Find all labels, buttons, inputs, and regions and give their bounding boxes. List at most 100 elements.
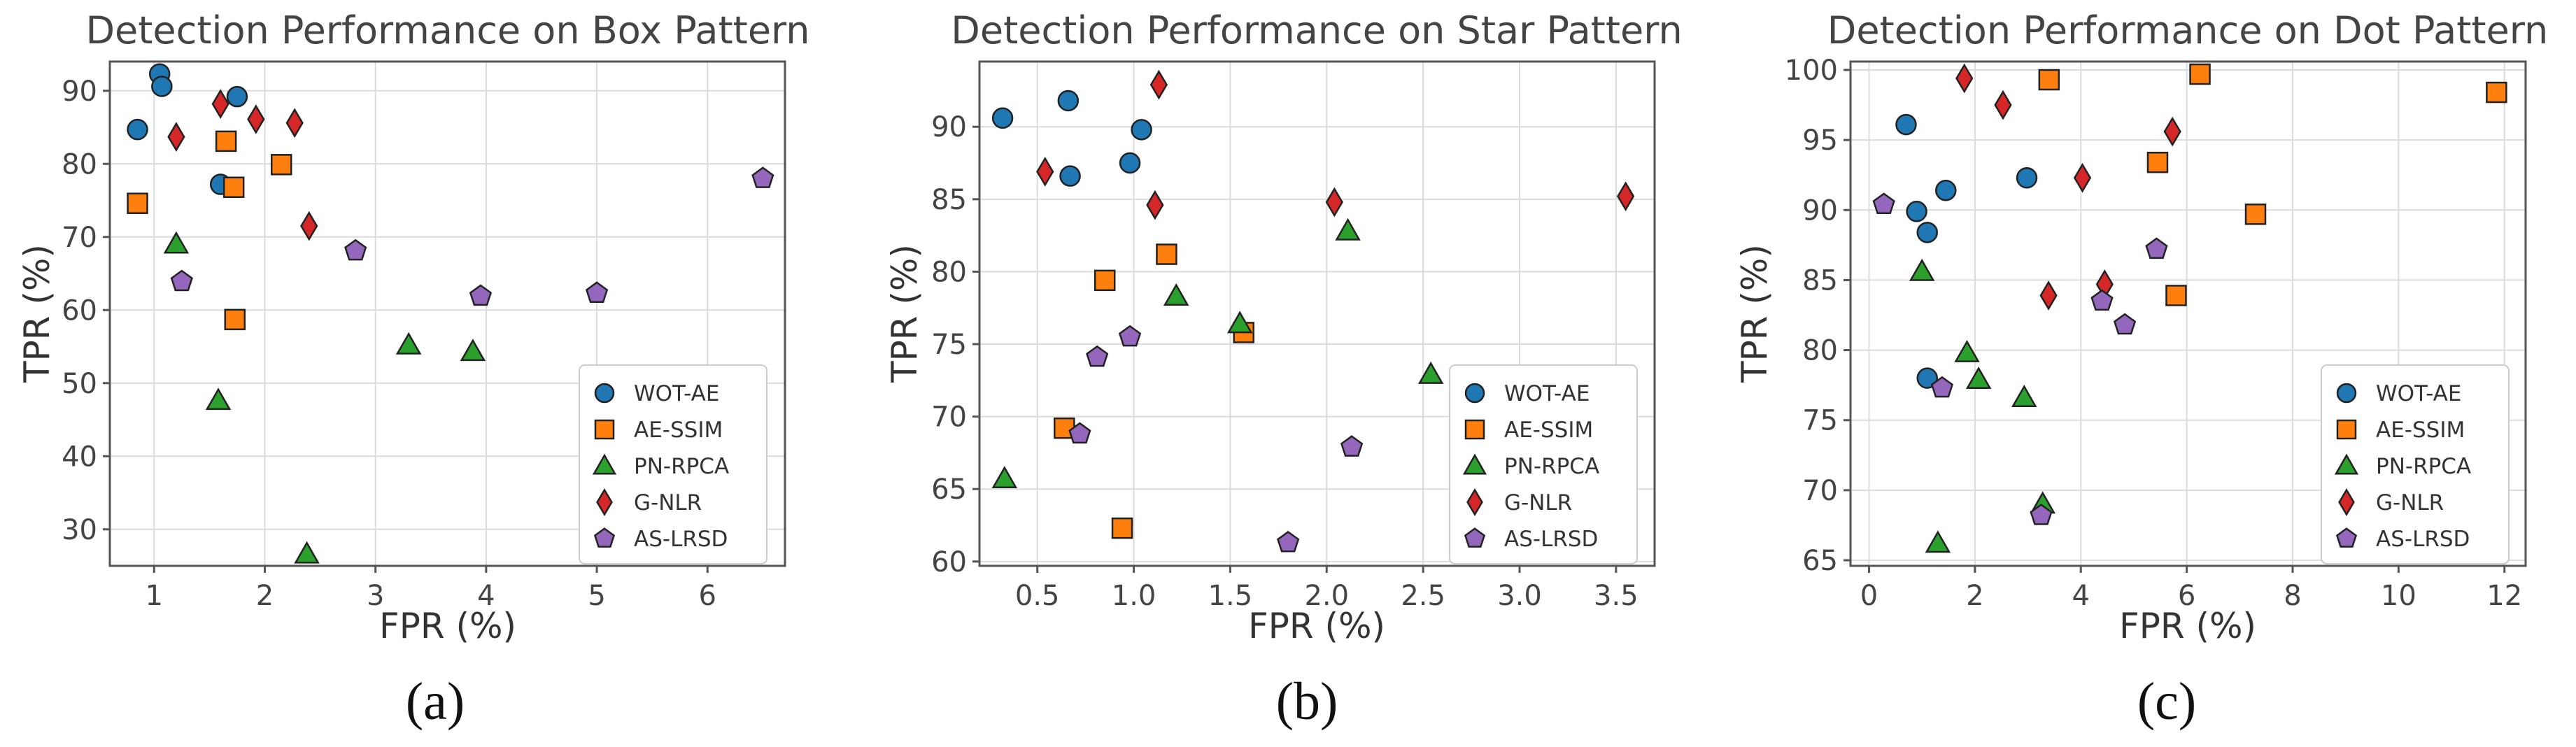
legend-box bbox=[1449, 364, 1638, 564]
data-point-ae-ssim bbox=[127, 192, 148, 214]
data-point-g-nlr bbox=[1325, 187, 1343, 218]
data-point-ae-ssim bbox=[222, 176, 245, 198]
data-point-ae-ssim bbox=[2146, 151, 2169, 173]
data-point-pn-rpca bbox=[991, 466, 1018, 489]
x-tick-label: 2.0 bbox=[1304, 580, 1349, 612]
x-tick-label: 2 bbox=[256, 580, 274, 612]
marks-a bbox=[127, 63, 774, 564]
data-point-wot-ae bbox=[1057, 90, 1080, 112]
data-point-ae-ssim bbox=[2486, 81, 2507, 104]
data-point-as-lrsd bbox=[1118, 325, 1142, 347]
y-tick-label: 75 bbox=[1802, 405, 1838, 437]
legend-c: WOT-AE AE-SSIM PN-RPCA G-NLR AS-LRSD bbox=[2321, 364, 2510, 564]
legend-label-as-lrsd: AS-LRSD bbox=[1504, 527, 1598, 552]
data-point-as-lrsd bbox=[2113, 313, 2137, 335]
data-point-ae-ssim bbox=[224, 308, 246, 331]
x-tick-label: 5 bbox=[588, 580, 605, 612]
caption-c: (c) bbox=[2137, 672, 2196, 731]
data-point-pn-rpca bbox=[460, 339, 486, 362]
x-tick-label: 2.5 bbox=[1401, 580, 1445, 612]
x-tick-label: 12 bbox=[2486, 580, 2522, 612]
legend-marker-ae-ssim bbox=[2336, 419, 2357, 440]
y-tick-label: 85 bbox=[1802, 264, 1838, 297]
x-tick-label: 1.5 bbox=[1208, 580, 1253, 612]
data-point-g-nlr bbox=[300, 211, 318, 241]
data-point-ae-ssim bbox=[215, 130, 237, 152]
x-tick-label: 1.0 bbox=[1112, 580, 1156, 612]
legend-marker-as-lrsd bbox=[2335, 527, 2358, 548]
ticks-c: 0 2 4 6 8 10 12 65 70 75 80 85 90 95 100 bbox=[1785, 55, 2523, 612]
legend-box bbox=[579, 364, 767, 564]
ticks-a: 1 2 3 4 5 6 30 40 50 60 70 80 90 bbox=[62, 76, 716, 612]
chart-title-b: Detection Performance on Star Pattern bbox=[951, 8, 1682, 52]
legend-marker-wot-ae bbox=[594, 383, 615, 404]
panel-a: 1 2 3 4 5 6 30 40 50 60 70 80 90 Detection Performan… bbox=[17, 8, 810, 731]
legend-label-g-nlr: G-NLR bbox=[634, 490, 702, 515]
x-tick-label: 0 bbox=[1860, 580, 1878, 612]
data-point-g-nlr bbox=[1955, 63, 1974, 94]
marks-c bbox=[1872, 63, 2507, 553]
data-point-g-nlr bbox=[167, 122, 185, 152]
legend-box bbox=[2321, 364, 2510, 564]
y-tick-label: 85 bbox=[931, 184, 967, 216]
y-tick-label: 30 bbox=[62, 514, 97, 546]
data-point-as-lrsd bbox=[469, 284, 493, 306]
data-point-wot-ae bbox=[1131, 119, 1152, 141]
y-tick-label: 80 bbox=[62, 148, 97, 180]
y-tick-label: 65 bbox=[931, 474, 967, 506]
data-point-pn-rpca bbox=[1925, 530, 1951, 553]
data-point-pn-rpca bbox=[1335, 218, 1361, 241]
caption-a: (a) bbox=[406, 672, 465, 731]
data-point-ae-ssim bbox=[1094, 269, 1116, 292]
data-point-pn-rpca bbox=[294, 541, 320, 564]
legend-label-ae-ssim: AE-SSIM bbox=[634, 418, 723, 443]
data-point-wot-ae bbox=[1934, 180, 1957, 201]
data-point-wot-ae bbox=[1119, 152, 1141, 174]
legend-marker-ae-ssim bbox=[594, 419, 615, 440]
y-tick-label: 90 bbox=[62, 76, 97, 108]
data-point-g-nlr bbox=[1149, 69, 1168, 100]
data-point-as-lrsd bbox=[1340, 435, 1364, 457]
legend-a: WOT-AE AE-SSIM PN-RPCA G-NLR AS-LRSD bbox=[579, 364, 767, 564]
data-point-pn-rpca bbox=[1226, 311, 1253, 334]
y-tick-label: 70 bbox=[62, 222, 97, 254]
data-point-wot-ae bbox=[1059, 165, 1081, 187]
y-tick-label: 40 bbox=[62, 441, 97, 473]
data-point-as-lrsd bbox=[751, 166, 774, 188]
legend-label-as-lrsd: AS-LRSD bbox=[2376, 527, 2470, 552]
x-axis-label-b: FPR (%) bbox=[1248, 606, 1385, 646]
data-point-wot-ae bbox=[151, 76, 173, 97]
data-point-g-nlr bbox=[2163, 116, 2181, 147]
data-point-as-lrsd bbox=[1930, 376, 1954, 398]
data-point-as-lrsd bbox=[1277, 530, 1300, 553]
data-point-wot-ae bbox=[2016, 166, 2038, 189]
legend-label-g-nlr: G-NLR bbox=[2376, 490, 2444, 515]
legend-marker-g-nlr bbox=[596, 488, 613, 517]
data-point-wot-ae bbox=[127, 118, 148, 141]
legend-label-pn-rpca: PN-RPCA bbox=[1504, 454, 1599, 479]
legend-marker-as-lrsd bbox=[593, 527, 616, 548]
legend-label-pn-rpca: PN-RPCA bbox=[2376, 454, 2471, 479]
legend-label-wot-ae: WOT-AE bbox=[2376, 381, 2461, 406]
grid-a bbox=[110, 62, 785, 566]
plot-frame-a bbox=[108, 60, 786, 567]
data-point-pn-rpca bbox=[205, 387, 232, 411]
data-point-ae-ssim bbox=[2244, 204, 2267, 225]
data-point-ae-ssim bbox=[1111, 517, 1133, 539]
caption-b: (b) bbox=[1276, 672, 1338, 731]
y-tick-label: 70 bbox=[931, 401, 967, 434]
plot-frame-c bbox=[1849, 60, 2527, 567]
legend-label-wot-ae: WOT-AE bbox=[1504, 381, 1590, 406]
x-tick-label: 4 bbox=[477, 580, 495, 612]
data-point-as-lrsd bbox=[344, 239, 367, 261]
data-point-wot-ae bbox=[1895, 113, 1917, 136]
y-axis-label-a: TPR (%) bbox=[17, 244, 57, 383]
y-axis-label-b: TPR (%) bbox=[884, 244, 925, 383]
x-tick-label: 3.0 bbox=[1497, 580, 1542, 612]
y-tick-label: 90 bbox=[931, 111, 967, 143]
legend-label-as-lrsd: AS-LRSD bbox=[634, 527, 728, 552]
legend-marker-wot-ae bbox=[1464, 383, 1485, 404]
data-point-ae-ssim bbox=[1156, 243, 1177, 265]
x-axis-label-c: FPR (%) bbox=[2119, 606, 2256, 646]
